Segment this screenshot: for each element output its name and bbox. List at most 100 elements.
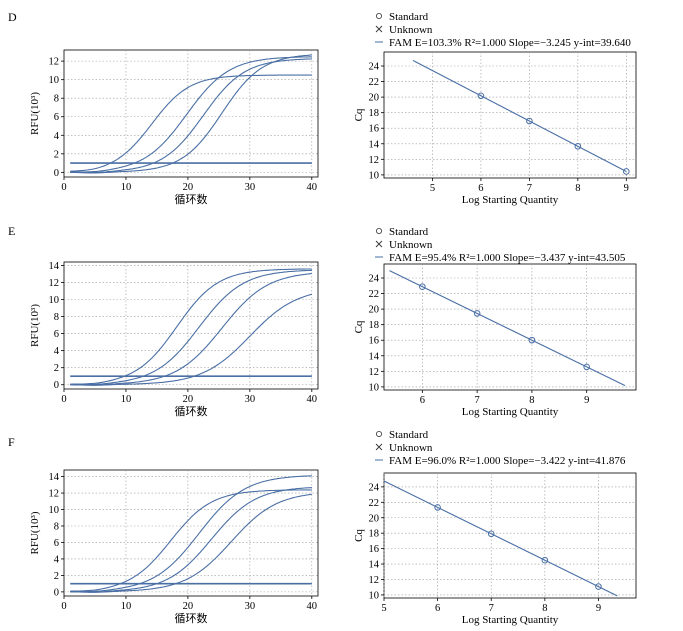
x-tick-label: 0 xyxy=(61,182,66,193)
standard-point xyxy=(487,530,495,538)
amplification-curve xyxy=(70,56,312,173)
standard-marker-icon xyxy=(375,12,382,19)
y-tick-label: 0 xyxy=(54,380,59,391)
standard-point xyxy=(595,583,602,590)
amplification-curve xyxy=(70,475,312,593)
x-tick-label: 40 xyxy=(307,394,318,405)
y-tick-label: 4 xyxy=(54,131,60,142)
unknown-marker-icon xyxy=(375,240,383,248)
y-tick-label: 18 xyxy=(369,320,380,331)
y-tick-label: 20 xyxy=(369,93,380,104)
x-axis-label: Log Starting Quantity xyxy=(462,194,559,206)
y-tick-label: 0 xyxy=(54,587,59,598)
y-tick-label: 8 xyxy=(54,522,59,533)
legend-fam: FAM E=95.4% R²=1.000 Slope=−3.437 y-int=… xyxy=(389,252,626,264)
y-tick-label: 16 xyxy=(369,336,380,347)
x-tick-label: 7 xyxy=(489,603,494,614)
y-axis-label: RFU(10³) xyxy=(29,304,41,347)
standard-point xyxy=(528,336,536,344)
standard-marker-icon xyxy=(375,227,382,234)
standard-point xyxy=(473,310,481,317)
x-tick-label: 30 xyxy=(245,182,256,193)
standard-point xyxy=(574,142,582,150)
x-axis-label: 循环数 xyxy=(175,193,208,206)
legend-standard: Standard xyxy=(389,429,429,441)
x-tick-label: 9 xyxy=(596,603,601,614)
amplification-curve xyxy=(70,74,312,172)
x-tick-label: 8 xyxy=(542,603,547,614)
y-tick-label: 10 xyxy=(369,170,380,181)
y-tick-label: 2 xyxy=(54,363,59,374)
y-axis-label: RFU(10³) xyxy=(29,92,41,135)
x-tick-label: 20 xyxy=(183,394,194,405)
amplification-curve xyxy=(70,273,312,386)
amplification-curve xyxy=(70,493,312,593)
legend-unknown: Unknown xyxy=(389,24,433,36)
amplification-curve xyxy=(70,293,312,386)
x-tick-label: 5 xyxy=(381,603,386,614)
amplification-plot-e: 0 10 20 30 40 0 2 4 6 8 10 12 14 RFU(10³) 循环数 xyxy=(29,261,319,418)
x-axis-label: 循环数 xyxy=(175,612,208,625)
legend-unknown: Unknown xyxy=(389,442,433,454)
amplification-curve xyxy=(70,268,312,385)
standard-point xyxy=(583,363,590,371)
y-axis-label: Cq xyxy=(353,320,365,333)
legend-fam: FAM E=103.3% R²=1.000 Slope=−3.245 y-int… xyxy=(389,37,631,49)
y-tick-label: 22 xyxy=(369,289,380,300)
y-tick-label: 24 xyxy=(369,62,380,73)
legend-standard: Standard xyxy=(389,11,429,23)
x-tick-label: 6 xyxy=(435,603,440,614)
y-tick-label: 14 xyxy=(369,351,380,362)
y-tick-label: 14 xyxy=(49,261,60,272)
panel-letter-e: E xyxy=(8,224,16,238)
x-tick-label: 10 xyxy=(121,182,132,193)
x-tick-label: 6 xyxy=(478,183,483,194)
standard-point xyxy=(623,168,630,175)
y-tick-label: 16 xyxy=(369,124,380,135)
panel-letter-d: D xyxy=(8,10,17,24)
y-axis-label: RFU(10³) xyxy=(29,511,41,554)
x-tick-label: 8 xyxy=(529,395,534,406)
y-tick-label: 24 xyxy=(369,274,380,285)
plot-frame xyxy=(63,469,319,597)
x-tick-label: 7 xyxy=(475,395,480,406)
y-tick-label: 6 xyxy=(54,112,59,123)
standard-point xyxy=(419,283,426,291)
x-tick-label: 10 xyxy=(121,394,132,405)
y-tick-label: 12 xyxy=(49,57,60,68)
regression-line xyxy=(412,59,627,172)
y-tick-label: 8 xyxy=(54,312,59,323)
amplification-plot-f: 0 10 20 30 40 0 2 4 6 8 10 12 14 RFU(10³) 循环数 xyxy=(29,469,319,625)
amplification-curve xyxy=(70,54,312,174)
y-tick-label: 24 xyxy=(369,482,380,493)
standard-point xyxy=(526,117,533,125)
x-tick-label: 20 xyxy=(183,182,194,193)
plot-frame xyxy=(63,49,319,178)
x-tick-label: 0 xyxy=(61,601,66,612)
x-tick-label: 20 xyxy=(183,601,194,612)
legend-standard: Standard xyxy=(389,226,429,238)
y-tick-label: 16 xyxy=(369,544,380,555)
plot-frame xyxy=(383,263,637,391)
panel-letter-f: F xyxy=(8,435,15,449)
amplification-plot-d: 0 10 20 30 40 0 2 4 6 8 10 12 RFU(10³) 循环数 xyxy=(29,49,319,206)
y-tick-label: 20 xyxy=(369,305,380,316)
x-tick-label: 30 xyxy=(245,601,256,612)
amplification-curve xyxy=(70,489,312,592)
y-tick-label: 2 xyxy=(54,149,59,160)
x-axis-label: Log Starting Quantity xyxy=(462,406,559,418)
y-tick-label: 12 xyxy=(369,155,380,166)
y-tick-label: 12 xyxy=(369,575,380,586)
y-tick-label: 14 xyxy=(369,560,380,571)
y-tick-label: 20 xyxy=(369,513,380,524)
y-tick-label: 0 xyxy=(54,168,59,179)
y-tick-label: 12 xyxy=(49,489,60,500)
unknown-marker-icon xyxy=(375,25,383,33)
y-tick-label: 6 xyxy=(54,538,59,549)
x-tick-label: 5 xyxy=(430,183,435,194)
x-tick-label: 8 xyxy=(575,183,580,194)
